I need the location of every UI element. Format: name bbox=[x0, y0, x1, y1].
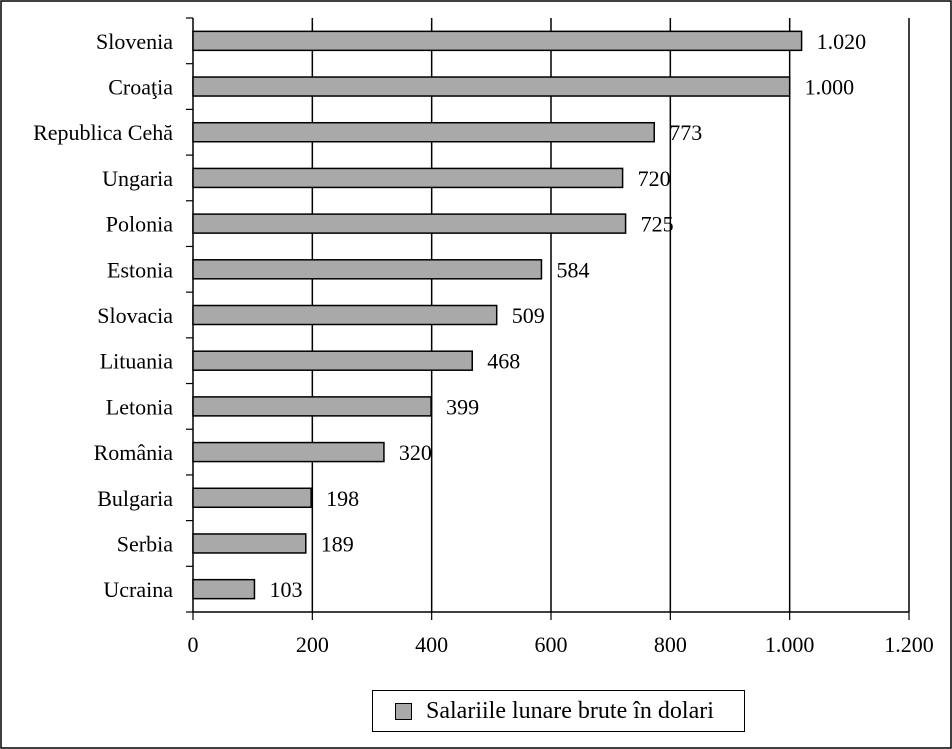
category-label-2: Republica Cehă bbox=[33, 120, 173, 145]
legend-swatch bbox=[395, 702, 412, 720]
value-label-12: 103 bbox=[269, 577, 302, 602]
bar-5 bbox=[192, 259, 543, 280]
value-label-2: 773 bbox=[669, 120, 702, 145]
bar-8 bbox=[192, 396, 432, 417]
value-label-7: 468 bbox=[487, 349, 520, 374]
bar-7 bbox=[192, 350, 473, 371]
value-label-9: 320 bbox=[399, 440, 432, 465]
value-label-6: 509 bbox=[512, 303, 545, 328]
legend: Salariile lunare brute în dolari bbox=[372, 690, 745, 732]
x-tick-label-0: 0 bbox=[188, 632, 199, 657]
bar-11 bbox=[192, 533, 307, 554]
bar-4 bbox=[192, 213, 627, 234]
category-label-8: Letonia bbox=[106, 394, 173, 419]
category-label-4: Polonia bbox=[106, 212, 173, 237]
bar-12 bbox=[192, 578, 256, 600]
bar-2 bbox=[192, 121, 655, 143]
bar-6 bbox=[192, 304, 498, 326]
category-label-3: Ungaria bbox=[102, 166, 173, 191]
category-label-6: Slovacia bbox=[97, 303, 173, 328]
x-tick-label-2: 400 bbox=[415, 632, 448, 657]
value-label-4: 725 bbox=[641, 212, 674, 237]
legend-label: Salariile lunare brute în dolari bbox=[426, 697, 714, 724]
value-label-8: 399 bbox=[446, 394, 479, 419]
bar-3 bbox=[192, 167, 624, 189]
value-label-3: 720 bbox=[638, 166, 671, 191]
category-label-7: Lituania bbox=[100, 349, 174, 374]
x-tick-label-6: 1.200 bbox=[884, 632, 934, 657]
bar-1 bbox=[192, 76, 791, 97]
bar-0 bbox=[192, 30, 803, 52]
value-label-1: 1.000 bbox=[805, 75, 855, 100]
x-tick-label-1: 200 bbox=[296, 632, 329, 657]
x-tick-label-5: 1.000 bbox=[765, 632, 815, 657]
x-tick-label-3: 600 bbox=[535, 632, 568, 657]
bar-10 bbox=[192, 487, 312, 509]
category-label-5: Estonia bbox=[107, 257, 173, 282]
category-label-0: Slovenia bbox=[96, 29, 173, 54]
category-label-12: Ucraina bbox=[103, 577, 173, 602]
value-label-5: 584 bbox=[556, 257, 589, 282]
category-label-10: Bulgaria bbox=[97, 486, 173, 511]
x-tick-label-4: 800 bbox=[654, 632, 687, 657]
value-label-0: 1.020 bbox=[817, 29, 867, 54]
category-label-11: Serbia bbox=[117, 531, 173, 556]
value-label-10: 198 bbox=[326, 486, 359, 511]
category-label-1: Croaţia bbox=[108, 75, 173, 100]
value-label-11: 189 bbox=[321, 531, 354, 556]
category-label-9: România bbox=[94, 440, 174, 465]
bar-9 bbox=[192, 441, 385, 463]
